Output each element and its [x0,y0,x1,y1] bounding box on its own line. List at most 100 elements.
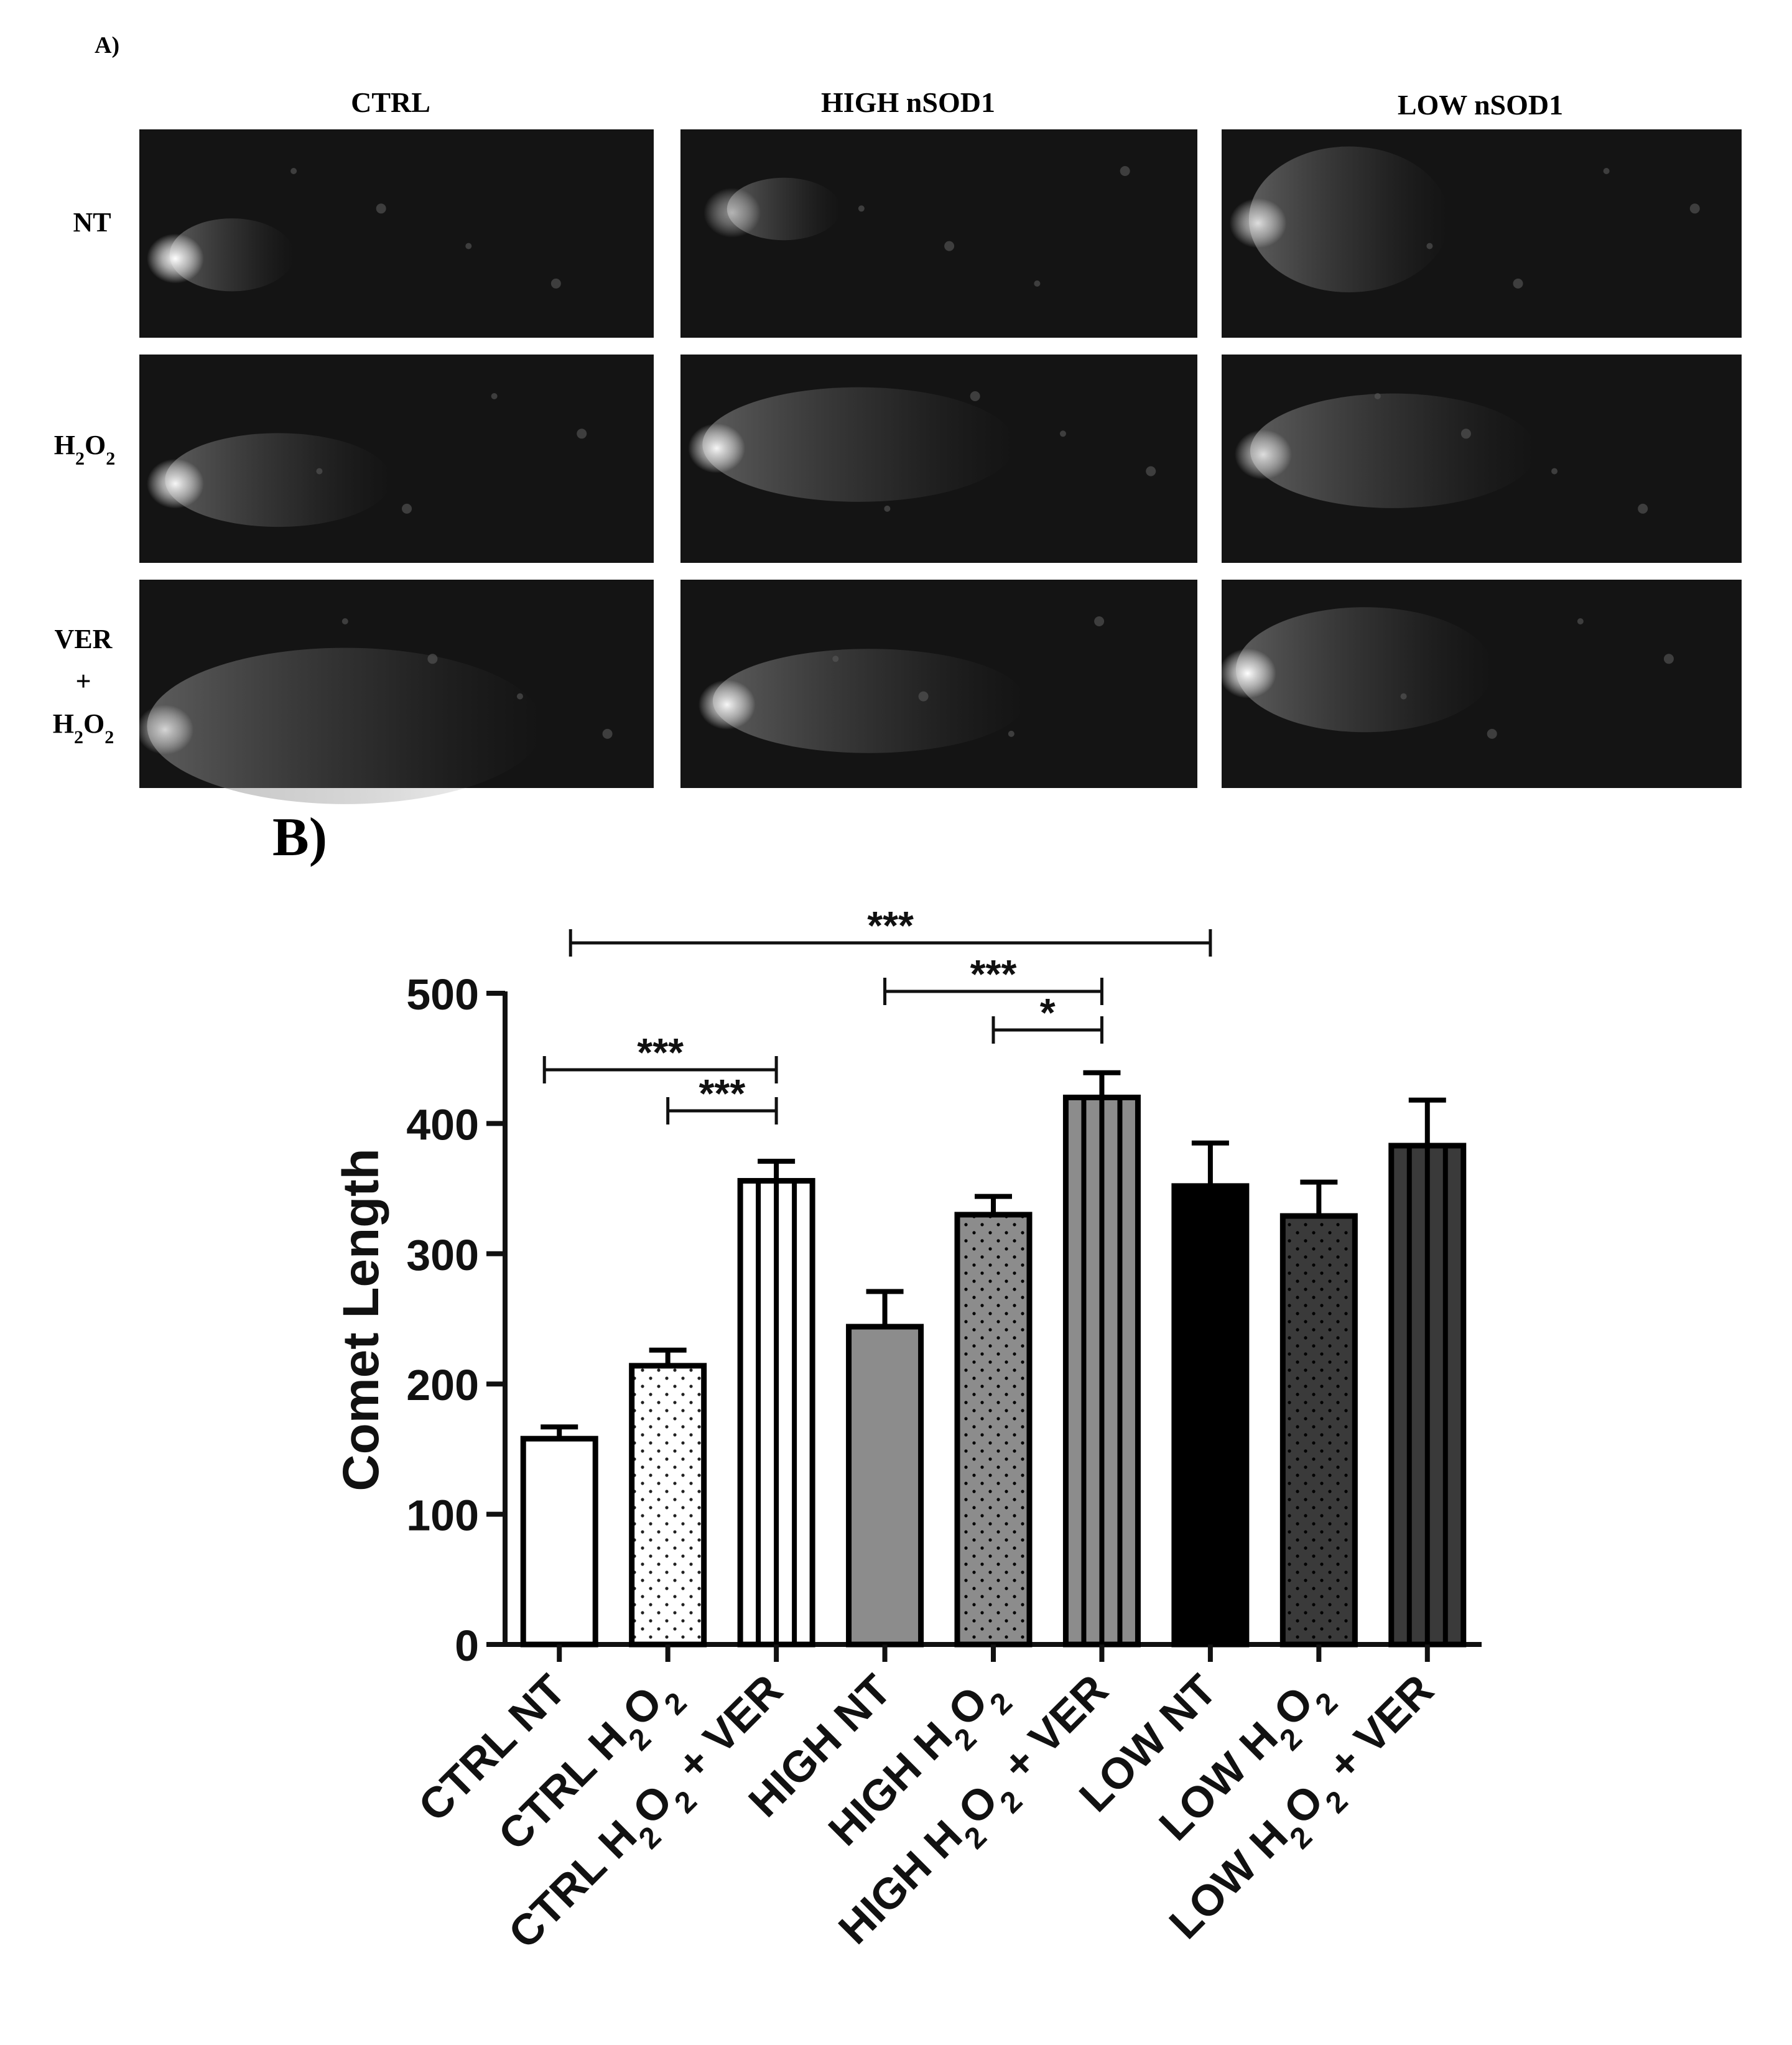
panel-b-label: B) [272,807,327,868]
background-speck [1551,468,1558,475]
comet-head [688,423,746,473]
row-label-ver: VER [55,624,113,654]
bar-dot-pattern [1283,1216,1355,1644]
comet-tail [165,433,392,527]
comet-tail [147,647,544,804]
background-speck [602,728,613,739]
comet-tail [1235,607,1493,733]
row-label-plus: + [75,666,91,697]
bar-3 [737,1159,815,1662]
background-speck [376,203,386,214]
background-speck [1460,429,1471,439]
comet-image-ctrl-ver-h2o2 [136,580,654,804]
bar-7 [1171,1140,1250,1662]
y-axis-title: Comet Length [333,1148,389,1491]
background-speck [1008,730,1014,737]
background-speck [1400,693,1407,700]
significance-bracket: *** [883,952,1103,1005]
background-speck [1603,168,1610,174]
background-speck [1577,618,1584,624]
background-speck [1374,393,1381,399]
background-speck [427,654,438,664]
significance-bracket: *** [542,1030,778,1083]
row-labels: NT H2O2 VER + H2O2 [53,207,115,748]
bar-8 [1279,1179,1358,1662]
significance-bracket: *** [569,903,1212,957]
bar-dot-pattern [957,1214,1029,1644]
background-speck [1663,654,1674,664]
y-tick-label: 300 [406,1231,479,1279]
significance-label: * [1040,990,1056,1035]
background-speck [1120,166,1130,176]
comet-head [136,705,194,755]
background-speck [316,468,323,475]
background-speck [341,618,348,624]
comet-image-high-nsod1-ver-h2o2 [680,580,1197,788]
comet-head [1229,198,1287,248]
comet-head [703,188,761,238]
comet-tail [702,387,1016,502]
background-speck [1689,203,1700,214]
background-speck [858,205,865,212]
background-speck [516,693,523,700]
background-speck [465,243,472,249]
significance-label: *** [637,1030,684,1075]
background-speck [1638,503,1648,514]
bar-fill [523,1439,596,1644]
background-speck [944,241,955,251]
comet-image-high-nsod1-h2o2 [680,355,1197,563]
column-header-ctrl: CTRL [351,86,430,118]
significance-bracket: *** [666,1071,778,1125]
significance-label: *** [867,903,914,948]
column-header-low-nsod1: LOW nSOD1 [1398,89,1563,121]
background-speck [832,656,839,662]
background-speck [550,278,561,289]
bar-fill [848,1327,921,1644]
panel-a-label: A) [95,32,119,58]
bar-2 [629,1347,707,1662]
comet-head [698,680,756,730]
comet-image-low-nsod1-h2o2 [1222,355,1742,563]
comet-image-ctrl-nt [139,129,654,338]
significance-label: *** [699,1071,746,1116]
comet-tail [712,649,1026,753]
comet-head [146,458,204,509]
background-speck [577,429,587,439]
comet-tail [169,218,294,292]
bar-6 [1062,1070,1141,1662]
column-header-high-nsod1: HIGH nSOD1 [821,86,995,118]
row-label-h2o2-second: H2O2 [53,708,114,748]
background-speck [1146,466,1156,476]
comet-image-low-nsod1-nt [1222,129,1742,338]
y-tick-label: 100 [406,1491,479,1540]
significance-bracket: * [991,990,1103,1044]
y-tick-label: 0 [455,1621,479,1670]
y-tick-label: 200 [406,1361,479,1409]
comet-head [1219,648,1276,698]
y-tick-label: 500 [406,970,479,1019]
bar-dot-pattern [631,1365,704,1644]
bar-5 [954,1194,1033,1662]
comet-image-high-nsod1-nt [680,129,1197,338]
background-speck [1094,616,1105,626]
bar-fill [1174,1185,1247,1644]
significance-label: *** [970,952,1017,996]
bar-1 [520,1424,598,1662]
background-speck [918,691,929,702]
background-speck [402,503,412,514]
background-speck [1513,278,1523,289]
background-speck [491,393,498,399]
y-tick-label: 400 [406,1100,479,1149]
background-speck [290,168,297,174]
bar-9 [1388,1097,1467,1662]
background-speck [884,505,891,512]
row-label-h2o2: H2O2 [54,430,115,469]
comet-image-low-nsod1-ver-h2o2 [1219,580,1742,788]
background-speck [1426,243,1433,249]
comet-tail [1248,146,1449,292]
comet-image-grid [136,129,1742,804]
row-label-nt: NT [73,207,111,238]
comet-tail [1250,393,1536,508]
